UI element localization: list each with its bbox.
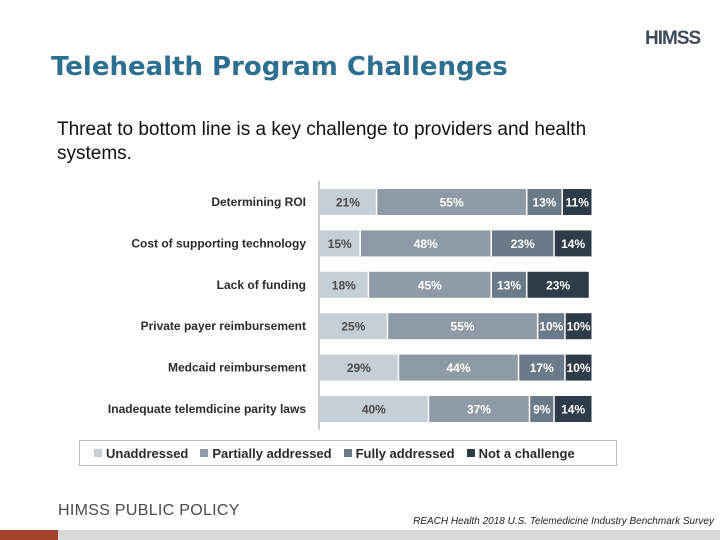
- page-title: Telehealth Program Challenges: [51, 52, 508, 82]
- bar-segment: [527, 271, 589, 298]
- himss-logo: HIMSS: [645, 28, 701, 49]
- data-label: 11%: [566, 196, 590, 210]
- legend-label: Partially addressed: [212, 445, 332, 461]
- bar-segment: [538, 313, 565, 340]
- bar-segment: [562, 189, 592, 215]
- bottom-bar: [0, 530, 720, 540]
- bar-segment: [369, 271, 491, 298]
- data-label: 14%: [561, 237, 585, 251]
- bar-segment: [491, 230, 554, 257]
- data-label: 55%: [440, 196, 464, 210]
- legend-swatch-partially-addressed: [200, 449, 209, 457]
- data-label: 15%: [328, 237, 352, 251]
- legend-swatch-unaddressed: [94, 449, 102, 457]
- data-label: 10%: [567, 320, 591, 334]
- legend-label: Unaddressed: [106, 445, 189, 461]
- data-label: 29%: [347, 361, 371, 375]
- footer-brand: HIMSS PUBLIC POLICY: [58, 502, 240, 519]
- bar-segment: [429, 396, 529, 422]
- bar-segment: [530, 396, 554, 422]
- category-label: Medcaid reimbursement: [168, 361, 306, 375]
- data-label: 25%: [341, 320, 365, 334]
- data-label: 40%: [362, 403, 386, 417]
- data-label: 23%: [511, 237, 535, 251]
- bar-segment: [360, 230, 491, 257]
- data-label: 55%: [451, 320, 475, 334]
- bar-segment: [388, 313, 537, 340]
- bar-segment: [519, 354, 565, 381]
- chart-legend: Unaddressed Partially addressed Fully ad…: [79, 440, 617, 466]
- data-label: 14%: [561, 403, 585, 417]
- legend-item-partially-addressed: Partially addressed: [200, 445, 332, 461]
- stacked-bar-chart: Determining ROI 21% 55% 13% 11% Cost of suppo…: [108, 181, 592, 430]
- data-label: 37%: [467, 403, 491, 417]
- data-label: 45%: [418, 278, 442, 292]
- data-label: 44%: [446, 361, 470, 375]
- data-label: 18%: [332, 278, 356, 292]
- data-label: 10%: [567, 361, 591, 375]
- bar-segment: [491, 271, 526, 298]
- bar-segment: [320, 189, 376, 215]
- bar-segment: [565, 313, 592, 340]
- bar-segment: [527, 189, 562, 215]
- category-label: Private payer reimbursement: [141, 319, 306, 333]
- category-label: Lack of funding: [217, 278, 306, 292]
- bar-segment: [320, 230, 360, 257]
- legend-item-unaddressed: Unaddressed: [94, 446, 188, 461]
- bottom-bar-accent: [0, 530, 58, 540]
- data-label: 13%: [497, 278, 521, 292]
- bar-segment: [320, 396, 428, 422]
- bar-segment: [320, 354, 398, 381]
- data-label: 48%: [414, 237, 438, 251]
- data-label: 13%: [532, 196, 556, 210]
- category-label: Cost of supporting technology: [131, 236, 306, 250]
- category-label: Determining ROI: [211, 195, 306, 209]
- bar-segment: [377, 189, 526, 215]
- bar-segment: [565, 354, 592, 381]
- bar-segment: [399, 354, 518, 381]
- data-label: 21%: [336, 196, 360, 210]
- data-label: 10%: [539, 320, 563, 334]
- bar-segment: [320, 271, 368, 298]
- legend-label: Not a challenge: [478, 445, 575, 461]
- legend-swatch-not-a-challenge: [466, 449, 475, 457]
- legend-swatch-fully-addressed: [343, 449, 352, 457]
- data-label: 23%: [546, 278, 570, 292]
- legend-item-not-a-challenge: Not a challenge: [466, 445, 575, 461]
- bar-segment: [554, 396, 592, 422]
- page-subtitle: Threat to bottom line is a key challenge…: [57, 119, 587, 164]
- source-citation: REACH Health 2018 U.S. Telemedicine Indu…: [413, 516, 714, 527]
- bar-segment: [320, 313, 387, 340]
- data-label: 9%: [533, 403, 551, 417]
- data-label: 17%: [530, 361, 554, 375]
- legend-label: Fully addressed: [355, 445, 455, 461]
- category-label: Inadequate telemdicine parity laws: [108, 402, 306, 416]
- legend-item-fully-addressed: Fully addressed: [343, 445, 455, 461]
- bar-segment: [554, 230, 592, 257]
